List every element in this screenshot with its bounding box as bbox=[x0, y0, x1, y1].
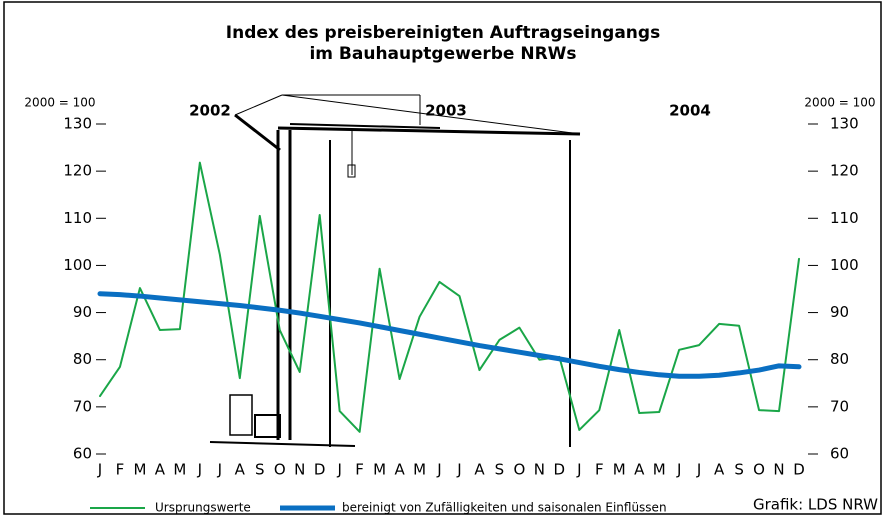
y-tick-label: 90 bbox=[73, 303, 92, 321]
x-tick-label: A bbox=[155, 461, 166, 479]
y2-tick-label: 120 bbox=[830, 162, 859, 180]
x-tick-label: J bbox=[456, 461, 461, 479]
y2-tick-label: 60 bbox=[830, 445, 849, 463]
x-tick-label: M bbox=[133, 461, 146, 479]
x-tick-label: J bbox=[217, 461, 222, 479]
y-tick-label: 130 bbox=[63, 115, 92, 133]
x-tick-label: S bbox=[495, 461, 505, 479]
y2-tick-label: 90 bbox=[830, 303, 849, 321]
x-tick-label: A bbox=[714, 461, 725, 479]
x-tick-label: D bbox=[793, 461, 805, 479]
legend-label: Ursprungswerte bbox=[155, 501, 251, 515]
x-tick-label: M bbox=[373, 461, 386, 479]
frame bbox=[3, 1, 882, 515]
y2-tick-label: 70 bbox=[830, 397, 849, 415]
x-tick-label: O bbox=[274, 461, 286, 479]
year-label: 2004 bbox=[669, 102, 711, 120]
x-tick-label: J bbox=[336, 461, 341, 479]
x-tick-label: A bbox=[474, 461, 485, 479]
x-tick-label: O bbox=[753, 461, 765, 479]
x-tick-label: S bbox=[734, 461, 744, 479]
x-tick-label: F bbox=[355, 461, 364, 479]
source: Grafik: LDS NRW bbox=[753, 496, 878, 514]
x-tick-label: F bbox=[595, 461, 604, 479]
x-tick-label: J bbox=[676, 461, 681, 479]
x-tick-label: O bbox=[513, 461, 525, 479]
x-tick-label: M bbox=[413, 461, 426, 479]
x-tick-label: N bbox=[534, 461, 545, 479]
y2-tick-label: 110 bbox=[830, 209, 859, 227]
y2-tick-label: 130 bbox=[830, 115, 859, 133]
x-tick-label: J bbox=[97, 461, 102, 479]
y-tick-label: 70 bbox=[73, 397, 92, 415]
y-tick-label: 100 bbox=[63, 256, 92, 274]
x-tick-label: D bbox=[554, 461, 566, 479]
y2-axis-label: 2000 = 100 bbox=[804, 96, 875, 110]
x-tick-label: J bbox=[197, 461, 202, 479]
y-tick-label: 110 bbox=[63, 209, 92, 227]
x-tick-label: M bbox=[613, 461, 626, 479]
x-tick-label: A bbox=[235, 461, 246, 479]
y-axis-label: 2000 = 100 bbox=[24, 96, 95, 110]
x-tick-label: J bbox=[696, 461, 701, 479]
year-label: 2003 bbox=[425, 102, 467, 120]
x-tick-label: A bbox=[394, 461, 405, 479]
chart-subtitle: im Bauhauptgewerbe NRWs bbox=[309, 44, 576, 64]
chart-title: Index des preisbereinigten Auftragseinga… bbox=[226, 23, 660, 43]
x-tick-label: M bbox=[173, 461, 186, 479]
x-tick-label: S bbox=[255, 461, 265, 479]
series-line bbox=[97, 291, 802, 379]
x-tick-label: D bbox=[314, 461, 326, 479]
x-tick-label: A bbox=[634, 461, 645, 479]
x-tick-label: M bbox=[653, 461, 666, 479]
y2-tick-label: 80 bbox=[830, 350, 849, 368]
year-label: 2002 bbox=[189, 102, 231, 120]
x-tick-label: N bbox=[294, 461, 305, 479]
legend-label: bereinigt von Zufälligkeiten und saisona… bbox=[342, 501, 667, 515]
x-tick-label: J bbox=[436, 461, 441, 479]
x-tick-label: F bbox=[116, 461, 125, 479]
y-tick-label: 80 bbox=[73, 350, 92, 368]
x-tick-label: J bbox=[576, 461, 581, 479]
y-tick-label: 120 bbox=[63, 162, 92, 180]
y2-tick-label: 100 bbox=[830, 256, 859, 274]
series-line bbox=[99, 161, 800, 433]
crane-illustration bbox=[209, 94, 581, 447]
y-tick-label: 60 bbox=[73, 445, 92, 463]
x-tick-label: N bbox=[773, 461, 784, 479]
